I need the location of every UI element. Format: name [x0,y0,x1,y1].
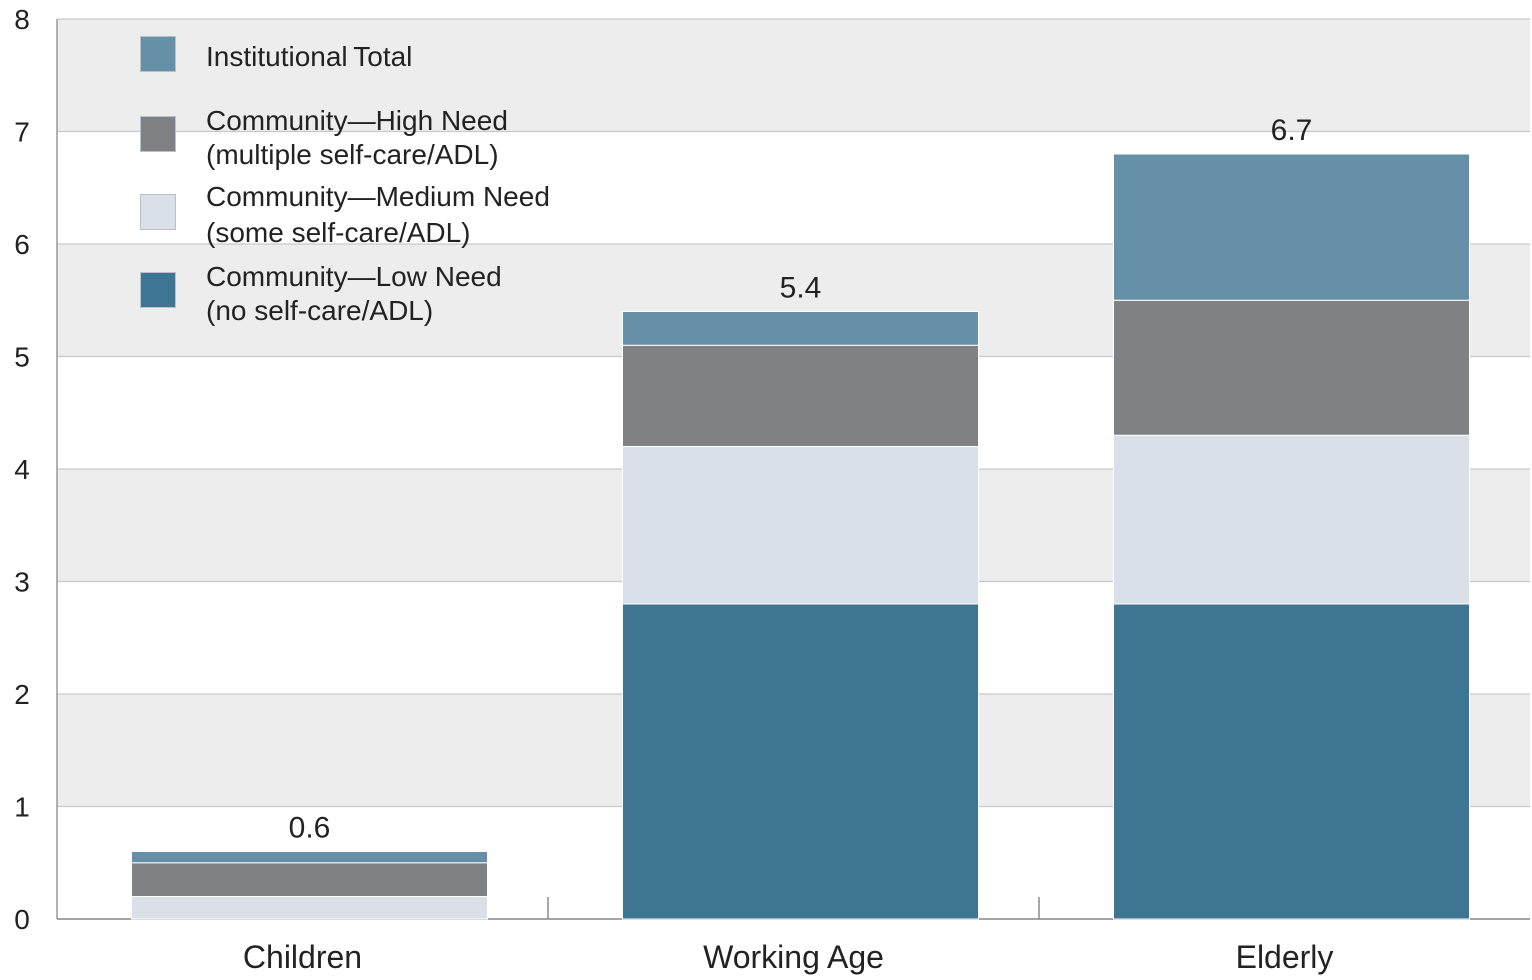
legend-swatch-medium-need [140,194,176,230]
bar-segment [1113,153,1470,301]
bar-segment [622,311,979,346]
bar-segment [131,862,488,897]
bar-segment [622,603,979,920]
y-tick-label: 5 [14,342,30,373]
bar-total-label: 6.7 [1271,114,1313,147]
y-tick-label: 0 [14,904,30,935]
legend-label-low-need: Community—Low Need [206,261,502,292]
bar-segment [1113,434,1470,605]
bar-segment [131,896,488,920]
y-tick-label: 7 [14,117,30,148]
bar-total-label: 0.6 [289,812,331,845]
legend-label-institutional: Institutional Total [206,41,413,72]
y-tick-label: 3 [14,567,30,598]
x-tick-label: Elderly [1236,939,1334,975]
legend-swatch-institutional [140,36,176,72]
bar-segment [622,344,979,447]
legend-sublabel-high-need: (multiple self-care/ADL) [206,139,499,170]
legend-swatch-low-need [140,272,176,308]
bar-segment [622,446,979,605]
y-tick-label: 6 [14,229,30,260]
legend-label-medium-need: Community—Medium Need [206,181,550,212]
bar-total-label: 5.4 [780,272,822,305]
bar-segment [1113,603,1470,920]
y-tick-label: 1 [14,792,30,823]
legend-label-high-need: Community—High Need [206,105,508,136]
y-tick-label: 2 [14,679,30,710]
legend-swatch-high-need [140,116,176,152]
legend-sublabel-low-need: (no self-care/ADL) [206,295,434,326]
x-tick-label: Working Age [703,939,884,975]
y-tick-label: 8 [14,4,30,35]
bar-segment [131,851,488,864]
legend-sublabel-medium-need: (some self-care/ADL) [206,217,471,248]
x-tick-label: Children [243,939,362,975]
bar-segment [1113,299,1470,436]
grid-band [57,19,1530,132]
y-tick-label: 4 [14,454,30,485]
